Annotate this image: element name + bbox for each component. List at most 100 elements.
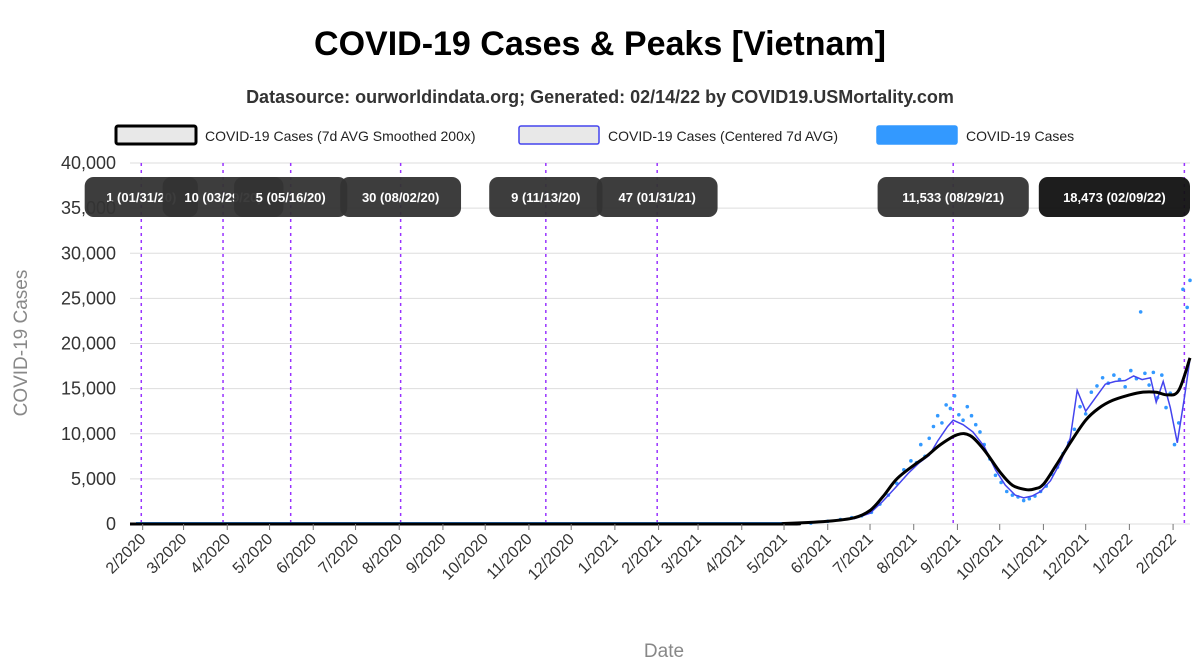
case-point <box>948 406 953 411</box>
case-point <box>1021 498 1026 503</box>
case-point <box>944 403 948 407</box>
x-tick-label: 5/2021 <box>744 531 791 578</box>
x-tick-label: 4/2021 <box>702 531 749 578</box>
x-tick-label: 12/2020 <box>525 531 578 584</box>
y-tick-label: 30,000 <box>61 243 116 263</box>
y-tick-label: 20,000 <box>61 334 116 354</box>
y-tick-label: 35,000 <box>61 198 116 218</box>
x-tick-label: 2/2021 <box>619 531 666 578</box>
case-point <box>969 413 974 418</box>
case-point <box>973 422 978 427</box>
series-line-centered-avg <box>129 358 1191 525</box>
case-point <box>1160 373 1164 377</box>
x-tick-label: 2/2020 <box>103 531 150 578</box>
x-tick-label: 4/2020 <box>187 531 234 578</box>
case-point <box>1095 384 1099 388</box>
series-line-smoothed <box>129 357 1192 526</box>
case-point <box>961 418 965 423</box>
case-point <box>999 480 1003 485</box>
y-tick-label: 0 <box>106 514 116 534</box>
peak-label-text: 1 (01/31/20) <box>106 190 176 205</box>
case-point <box>1172 442 1177 447</box>
y-tick-label: 10,000 <box>61 424 116 444</box>
case-point <box>1128 368 1133 373</box>
case-point <box>909 459 913 463</box>
case-point <box>1089 390 1094 395</box>
case-point <box>1004 489 1009 494</box>
peak-label-text: 5 (05/16/20) <box>256 190 326 205</box>
x-axis: 2/20203/20204/20205/20206/20207/20208/20… <box>103 524 1180 584</box>
x-tick-label: 3/2021 <box>658 531 705 578</box>
case-point <box>978 430 982 434</box>
x-tick-label: 2/2022 <box>1133 531 1180 578</box>
case-point <box>1123 385 1127 389</box>
case-point <box>1181 287 1185 292</box>
case-point <box>931 424 936 429</box>
x-tick-label: 1/2022 <box>1090 531 1137 578</box>
x-tick-label: 6/2021 <box>788 531 835 578</box>
peak-label-box <box>596 177 718 217</box>
legend-label: COVID-19 Cases (7d AVG Smoothed 200x) <box>205 128 476 144</box>
case-point <box>993 473 998 478</box>
x-tick-label: 7/2020 <box>316 531 363 578</box>
x-tick-label: 12/2021 <box>1040 531 1093 584</box>
case-point <box>957 412 961 417</box>
x-tick-label: 10/2020 <box>439 531 492 584</box>
peak-label-box <box>340 177 462 217</box>
peak-label-text: 11,533 (08/29/21) <box>902 190 1004 205</box>
case-point <box>927 436 932 441</box>
x-tick-label: 8/2020 <box>359 531 406 578</box>
legend-label: COVID-19 Cases (Centered 7d AVG) <box>608 128 838 144</box>
chart-legend: COVID-19 Cases (7d AVG Smoothed 200x) COV… <box>114 124 1074 146</box>
case-point <box>1083 412 1088 416</box>
case-point <box>1078 404 1082 409</box>
case-point <box>1027 496 1032 501</box>
x-tick-label: 5/2020 <box>230 531 277 578</box>
peak-label-text: 18,473 (02/09/22) <box>1063 190 1166 205</box>
peak-label-box <box>489 177 603 217</box>
case-point <box>1112 373 1116 377</box>
peak-label-box <box>234 177 348 217</box>
peak-label-box <box>877 177 1029 217</box>
case-point <box>1164 405 1168 410</box>
series-layer <box>129 278 1192 526</box>
case-point <box>1147 383 1151 387</box>
x-tick-label: 3/2020 <box>144 531 191 578</box>
case-point <box>1151 370 1156 375</box>
case-point <box>965 404 970 409</box>
x-tick-label: 10/2021 <box>954 531 1007 584</box>
y-axis: 0 5,000 10,000 15,000 20,000 25,000 30,000 35,0… <box>61 153 116 534</box>
legend-swatch <box>114 124 198 146</box>
chart-title: COVID-19 Cases & Peaks [Vietnam] <box>314 25 886 63</box>
case-point <box>1185 305 1189 310</box>
chart-subtitle: Datasource: ourworldindata.org; Generate… <box>246 87 954 107</box>
peak-label-box <box>1038 177 1190 217</box>
chart-grid <box>130 162 1190 525</box>
legend-swatch <box>518 125 600 145</box>
x-tick-label: 6/2020 <box>273 531 320 578</box>
legend-label: COVID-19 Cases <box>966 128 1074 144</box>
legend-swatch <box>876 125 958 145</box>
case-point <box>1100 375 1105 380</box>
x-tick-label: 1/2021 <box>575 531 622 578</box>
case-point <box>935 413 940 418</box>
case-point <box>1188 278 1192 283</box>
y-tick-label: 15,000 <box>61 379 116 399</box>
x-tick-label: 8/2021 <box>874 531 921 578</box>
case-point <box>940 421 944 425</box>
y-tick-label: 40,000 <box>61 153 116 173</box>
peak-label-text: 47 (01/31/21) <box>619 190 696 205</box>
peak-label-text: 9 (11/13/20) <box>511 190 580 205</box>
y-tick-label: 25,000 <box>61 288 116 308</box>
y-tick-label: 5,000 <box>71 469 116 489</box>
y-axis-title: COVID-19 Cases <box>11 270 32 417</box>
case-point <box>1138 310 1143 314</box>
case-point <box>918 442 923 447</box>
x-axis-title: Date <box>644 641 684 662</box>
peak-label-text: 30 (08/02/20) <box>362 190 439 205</box>
case-point <box>1072 427 1077 432</box>
peak-labels: 1 (01/31/20) 10 (03/29/20)5 (05/16/20) 30 … <box>84 177 1190 217</box>
case-point <box>1143 371 1147 376</box>
x-tick-label: 7/2021 <box>830 531 877 578</box>
